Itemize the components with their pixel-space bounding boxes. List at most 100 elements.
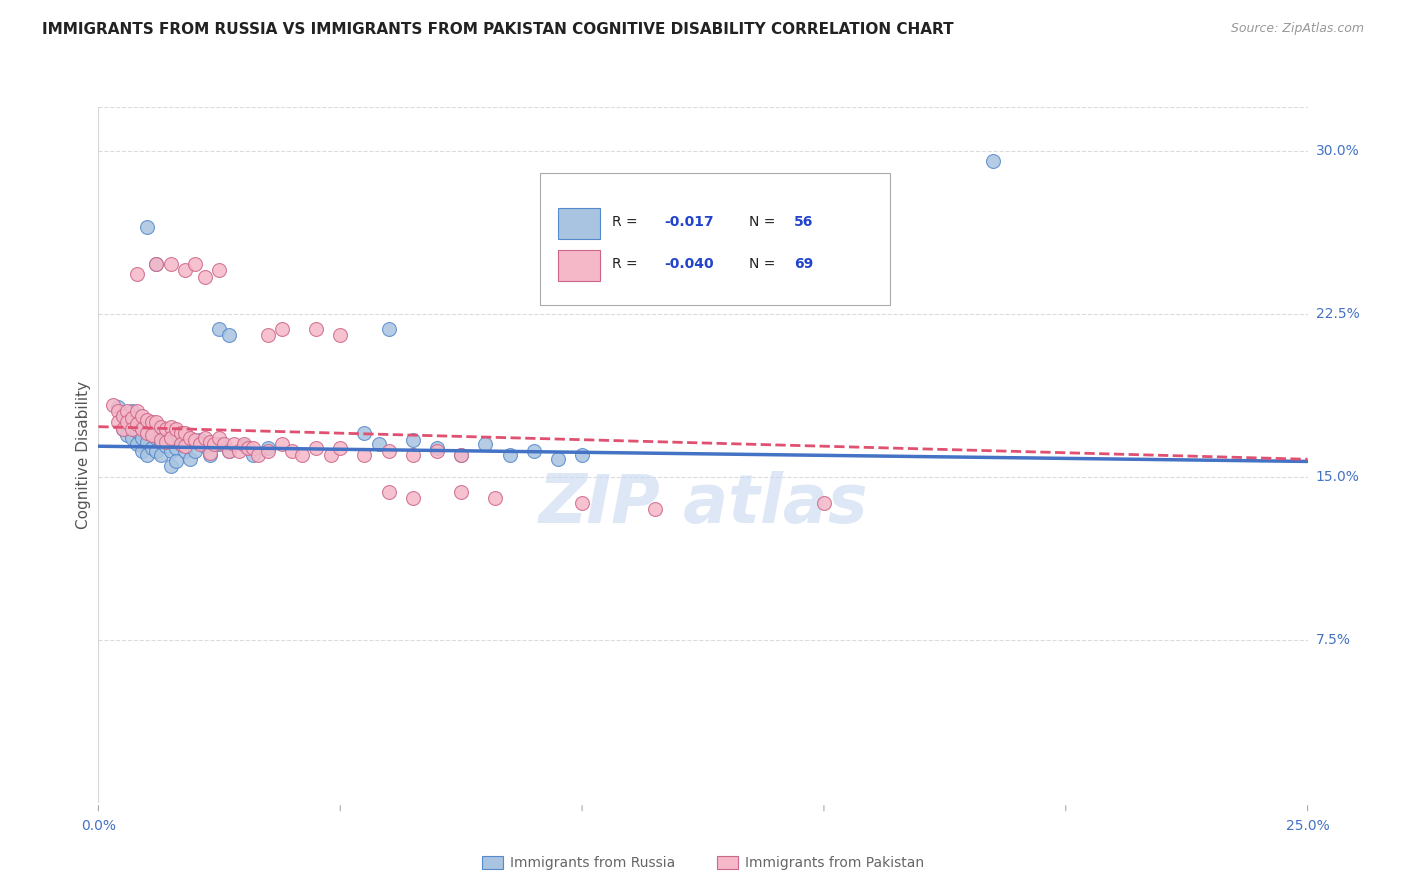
Point (271, 437, 294, 451)
Point (135, 448, 157, 462)
Point (256, 328, 278, 343)
Point (160, 458, 183, 473)
Text: 22.5%: 22.5% (1316, 307, 1360, 320)
Point (169, 426, 191, 441)
Point (198, 434, 221, 449)
Point (127, 424, 149, 438)
Point (121, 411, 143, 425)
Point (135, 426, 157, 441)
Point (523, 443, 546, 458)
Point (426, 443, 449, 458)
Point (547, 452, 569, 467)
Point (238, 442, 260, 456)
Point (131, 417, 153, 432)
Point (484, 491, 506, 506)
Point (155, 439, 177, 453)
Point (117, 404, 139, 418)
Point (208, 431, 231, 445)
Point (111, 422, 134, 436)
Text: 7.5%: 7.5% (1316, 632, 1351, 647)
Point (155, 434, 177, 449)
Point (121, 419, 143, 434)
Point (218, 443, 240, 458)
Point (305, 442, 328, 456)
Point (121, 404, 143, 418)
Point (145, 257, 167, 271)
Point (174, 426, 197, 441)
Point (212, 437, 235, 451)
Point (160, 431, 183, 445)
Point (305, 322, 328, 336)
Point (188, 437, 211, 451)
Point (271, 322, 294, 336)
Point (571, 448, 593, 462)
Point (353, 448, 375, 462)
Point (155, 422, 177, 436)
Point (141, 426, 163, 441)
Text: ZIP atlas: ZIP atlas (538, 471, 868, 537)
Point (474, 437, 496, 451)
Text: 15.0%: 15.0% (1316, 470, 1360, 483)
Text: R =: R = (612, 257, 643, 270)
Point (121, 431, 143, 445)
Point (160, 257, 183, 271)
Point (165, 422, 187, 436)
Point (450, 448, 472, 462)
Text: -0.017: -0.017 (664, 215, 714, 229)
Point (218, 443, 240, 458)
Point (135, 219, 157, 234)
Bar (558, 208, 600, 239)
Point (256, 442, 278, 456)
Text: -0.040: -0.040 (664, 257, 714, 270)
Point (145, 257, 167, 271)
Point (194, 269, 217, 284)
Point (127, 411, 149, 425)
Point (247, 448, 270, 462)
Legend: Immigrants from Russia, Immigrants from Pakistan: Immigrants from Russia, Immigrants from … (477, 851, 929, 876)
Point (165, 442, 187, 456)
Point (208, 437, 231, 451)
Point (141, 428, 163, 442)
Point (160, 419, 183, 434)
Point (329, 442, 352, 456)
Point (571, 496, 593, 510)
Point (135, 422, 157, 436)
Point (232, 439, 254, 453)
Point (150, 419, 173, 434)
Point (188, 433, 211, 447)
Point (135, 434, 157, 449)
Point (150, 434, 173, 449)
Point (107, 404, 129, 418)
Point (179, 452, 201, 467)
Point (141, 415, 163, 429)
Point (198, 446, 221, 460)
Point (184, 433, 207, 447)
Point (174, 443, 197, 458)
Point (117, 415, 139, 429)
Point (290, 448, 312, 462)
Text: N =: N = (749, 257, 780, 270)
Point (319, 448, 342, 462)
Point (208, 263, 231, 277)
Point (131, 443, 153, 458)
Text: IMMIGRANTS FROM RUSSIA VS IMMIGRANTS FROM PAKISTAN COGNITIVE DISABILITY CORRELAT: IMMIGRANTS FROM RUSSIA VS IMMIGRANTS FRO… (42, 22, 953, 37)
Point (150, 448, 173, 462)
Point (377, 322, 399, 336)
Point (368, 437, 391, 451)
Point (242, 448, 264, 462)
Point (131, 409, 153, 423)
Point (256, 443, 278, 458)
Point (281, 443, 304, 458)
Text: 25.0%: 25.0% (1285, 820, 1330, 833)
Point (179, 431, 201, 445)
Point (222, 437, 245, 451)
Point (402, 491, 425, 506)
Point (131, 422, 153, 436)
Text: 0.0%: 0.0% (82, 820, 115, 833)
Point (402, 433, 425, 447)
Point (135, 413, 157, 427)
Point (127, 268, 149, 282)
Point (169, 437, 191, 451)
Point (165, 454, 187, 468)
Text: Source: ZipAtlas.com: Source: ZipAtlas.com (1230, 22, 1364, 36)
